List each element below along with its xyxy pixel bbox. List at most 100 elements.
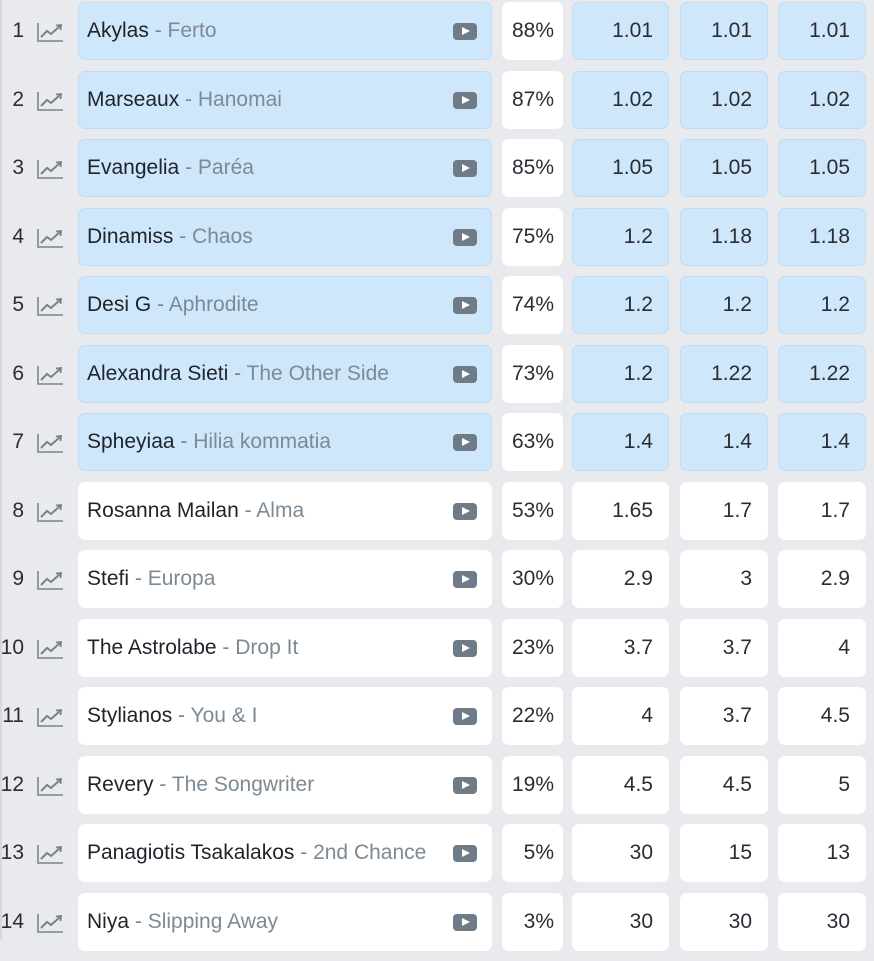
play-video-icon[interactable] (453, 23, 477, 40)
play-video-icon[interactable] (453, 434, 477, 451)
play-video-icon[interactable] (453, 708, 477, 725)
odds-cell-1[interactable]: 1.01 (572, 2, 669, 60)
separator: - (129, 909, 148, 933)
separator: - (228, 361, 247, 385)
play-video-icon[interactable] (453, 91, 477, 109)
play-video-icon[interactable] (453, 913, 477, 931)
trend-chart-icon[interactable] (36, 501, 64, 523)
probability-cell: 73% (502, 344, 563, 403)
artist-name: Rosanna Mailan (87, 498, 239, 522)
entry-cell[interactable]: Niya - Slipping Away (78, 892, 492, 951)
play-video-icon[interactable] (453, 228, 477, 246)
song-title: Slipping Away (147, 909, 279, 933)
odds-cell-3[interactable]: 30 (778, 892, 866, 951)
odds-cell-2[interactable]: 1.05 (680, 139, 768, 197)
odds-cell-2[interactable]: 1.18 (680, 207, 768, 266)
play-video-icon[interactable] (453, 160, 477, 177)
trend-chart-icon[interactable] (36, 775, 64, 797)
entry-cell[interactable]: The Astrolabe - Drop It (78, 618, 492, 677)
odds-cell-1[interactable]: 4 (572, 687, 669, 745)
entry-cell[interactable]: Panagiotis Tsakalakos - 2nd Chance (78, 824, 492, 882)
play-video-icon[interactable] (453, 571, 477, 588)
odds-cell-3[interactable]: 1.2 (778, 276, 866, 334)
play-video-icon[interactable] (453, 845, 477, 862)
odds-cell-2[interactable]: 3.7 (680, 687, 768, 745)
song-title: 2nd Chance (313, 841, 427, 864)
trend-chart-icon[interactable] (36, 90, 64, 112)
trend-chart-icon[interactable] (36, 227, 64, 249)
trend-chart-icon[interactable] (36, 364, 64, 386)
odds-cell-3[interactable]: 1.01 (778, 2, 866, 60)
play-video-icon[interactable] (453, 365, 477, 383)
odds-cell-3[interactable]: 2.9 (778, 550, 866, 608)
entry-cell[interactable]: Stylianos - You & I (78, 687, 492, 745)
probability-cell: 19% (502, 755, 563, 814)
odds-cell-1[interactable]: 1.65 (572, 481, 669, 540)
odds-cell-1[interactable]: 2.9 (572, 550, 669, 608)
odds-cell-3[interactable]: 13 (778, 824, 866, 882)
odds-cell-2[interactable]: 30 (680, 892, 768, 951)
odds-cell-2[interactable]: 1.7 (680, 481, 768, 540)
odds-cell-1[interactable]: 1.02 (572, 70, 669, 129)
odds-cell-3[interactable]: 1.18 (778, 207, 866, 266)
trend-chart-icon[interactable] (36, 432, 64, 454)
odds-cell-2[interactable]: 15 (680, 824, 768, 882)
odds-cell-3[interactable]: 1.05 (778, 139, 866, 197)
entry-cell[interactable]: Stefi - Europa (78, 550, 492, 608)
trend-chart-icon[interactable] (36, 21, 64, 43)
entry-cell[interactable]: Spheyiaa - Hilia kommatia (78, 413, 492, 471)
trend-chart-icon[interactable] (36, 569, 64, 591)
odds-cell-3[interactable]: 1.7 (778, 481, 866, 540)
odds-cell-3[interactable]: 4.5 (778, 687, 866, 745)
play-video-icon[interactable] (453, 776, 477, 794)
odds-cell-2[interactable]: 1.02 (680, 70, 768, 129)
play-video-icon[interactable] (453, 639, 477, 657)
odds-cell-1[interactable]: 3.7 (572, 618, 669, 677)
song-title: Ferto (167, 19, 217, 42)
odds-cell-3[interactable]: 1.02 (778, 70, 866, 129)
odds-cell-1[interactable]: 1.2 (572, 344, 669, 403)
trend-chart-icon[interactable] (36, 706, 64, 728)
entry-cell[interactable]: Marseaux - Hanomai (78, 70, 492, 129)
odds-cell-1[interactable]: 30 (572, 824, 669, 882)
table-row: 7 Spheyiaa - Hilia kommatia 63% 1.4 1.4 … (0, 413, 874, 471)
trend-chart-icon[interactable] (36, 158, 64, 180)
odds-cell-2[interactable]: 3.7 (680, 618, 768, 677)
play-video-icon[interactable] (453, 502, 477, 520)
rank-number: 3 (12, 156, 24, 179)
entry-cell[interactable]: Revery - The Songwriter (78, 755, 492, 814)
separator: - (174, 430, 194, 453)
entry-cell[interactable]: Rosanna Mailan - Alma (78, 481, 492, 540)
trend-chart-icon[interactable] (36, 912, 64, 934)
play-video-icon[interactable] (453, 297, 477, 314)
odds-cell-1[interactable]: 30 (572, 892, 669, 951)
odds-cell-2[interactable]: 1.22 (680, 344, 768, 403)
odds-cell-3[interactable]: 5 (778, 755, 866, 814)
artist-name: Dinamiss (87, 224, 174, 248)
trend-chart-icon[interactable] (36, 843, 64, 865)
odds-cell-2[interactable]: 1.01 (680, 2, 768, 60)
trend-chart-icon[interactable] (36, 295, 64, 317)
odds-cell-1[interactable]: 1.4 (572, 413, 669, 471)
odds-cell-3[interactable]: 1.4 (778, 413, 866, 471)
odds-cell-1[interactable]: 1.2 (572, 276, 669, 334)
entry-cell[interactable]: Evangelia - Paréa (78, 139, 492, 197)
odds-cell-1[interactable]: 1.05 (572, 139, 669, 197)
odds-cell-3[interactable]: 4 (778, 618, 866, 677)
entry-cell[interactable]: Desi G - Aphrodite (78, 276, 492, 334)
entry-cell[interactable]: Akylas - Ferto (78, 2, 492, 60)
entry-cell[interactable]: Alexandra Sieti - The Other Side (78, 344, 492, 403)
odds-cell-2[interactable]: 4.5 (680, 755, 768, 814)
odds-cell-1[interactable]: 4.5 (572, 755, 669, 814)
odds-cell-1[interactable]: 1.2 (572, 207, 669, 266)
odds-cell-2[interactable]: 3 (680, 550, 768, 608)
song-title: Drop It (235, 635, 299, 659)
song-title: The Songwriter (171, 772, 315, 796)
odds-cell-2[interactable]: 1.4 (680, 413, 768, 471)
odds-cell-3[interactable]: 1.22 (778, 344, 866, 403)
entry-cell[interactable]: Dinamiss - Chaos (78, 207, 492, 266)
odds-cell-2[interactable]: 1.2 (680, 276, 768, 334)
table-row: 6 Alexandra Sieti - The Other Side 73% 1… (0, 344, 874, 403)
trend-chart-icon[interactable] (36, 638, 64, 660)
